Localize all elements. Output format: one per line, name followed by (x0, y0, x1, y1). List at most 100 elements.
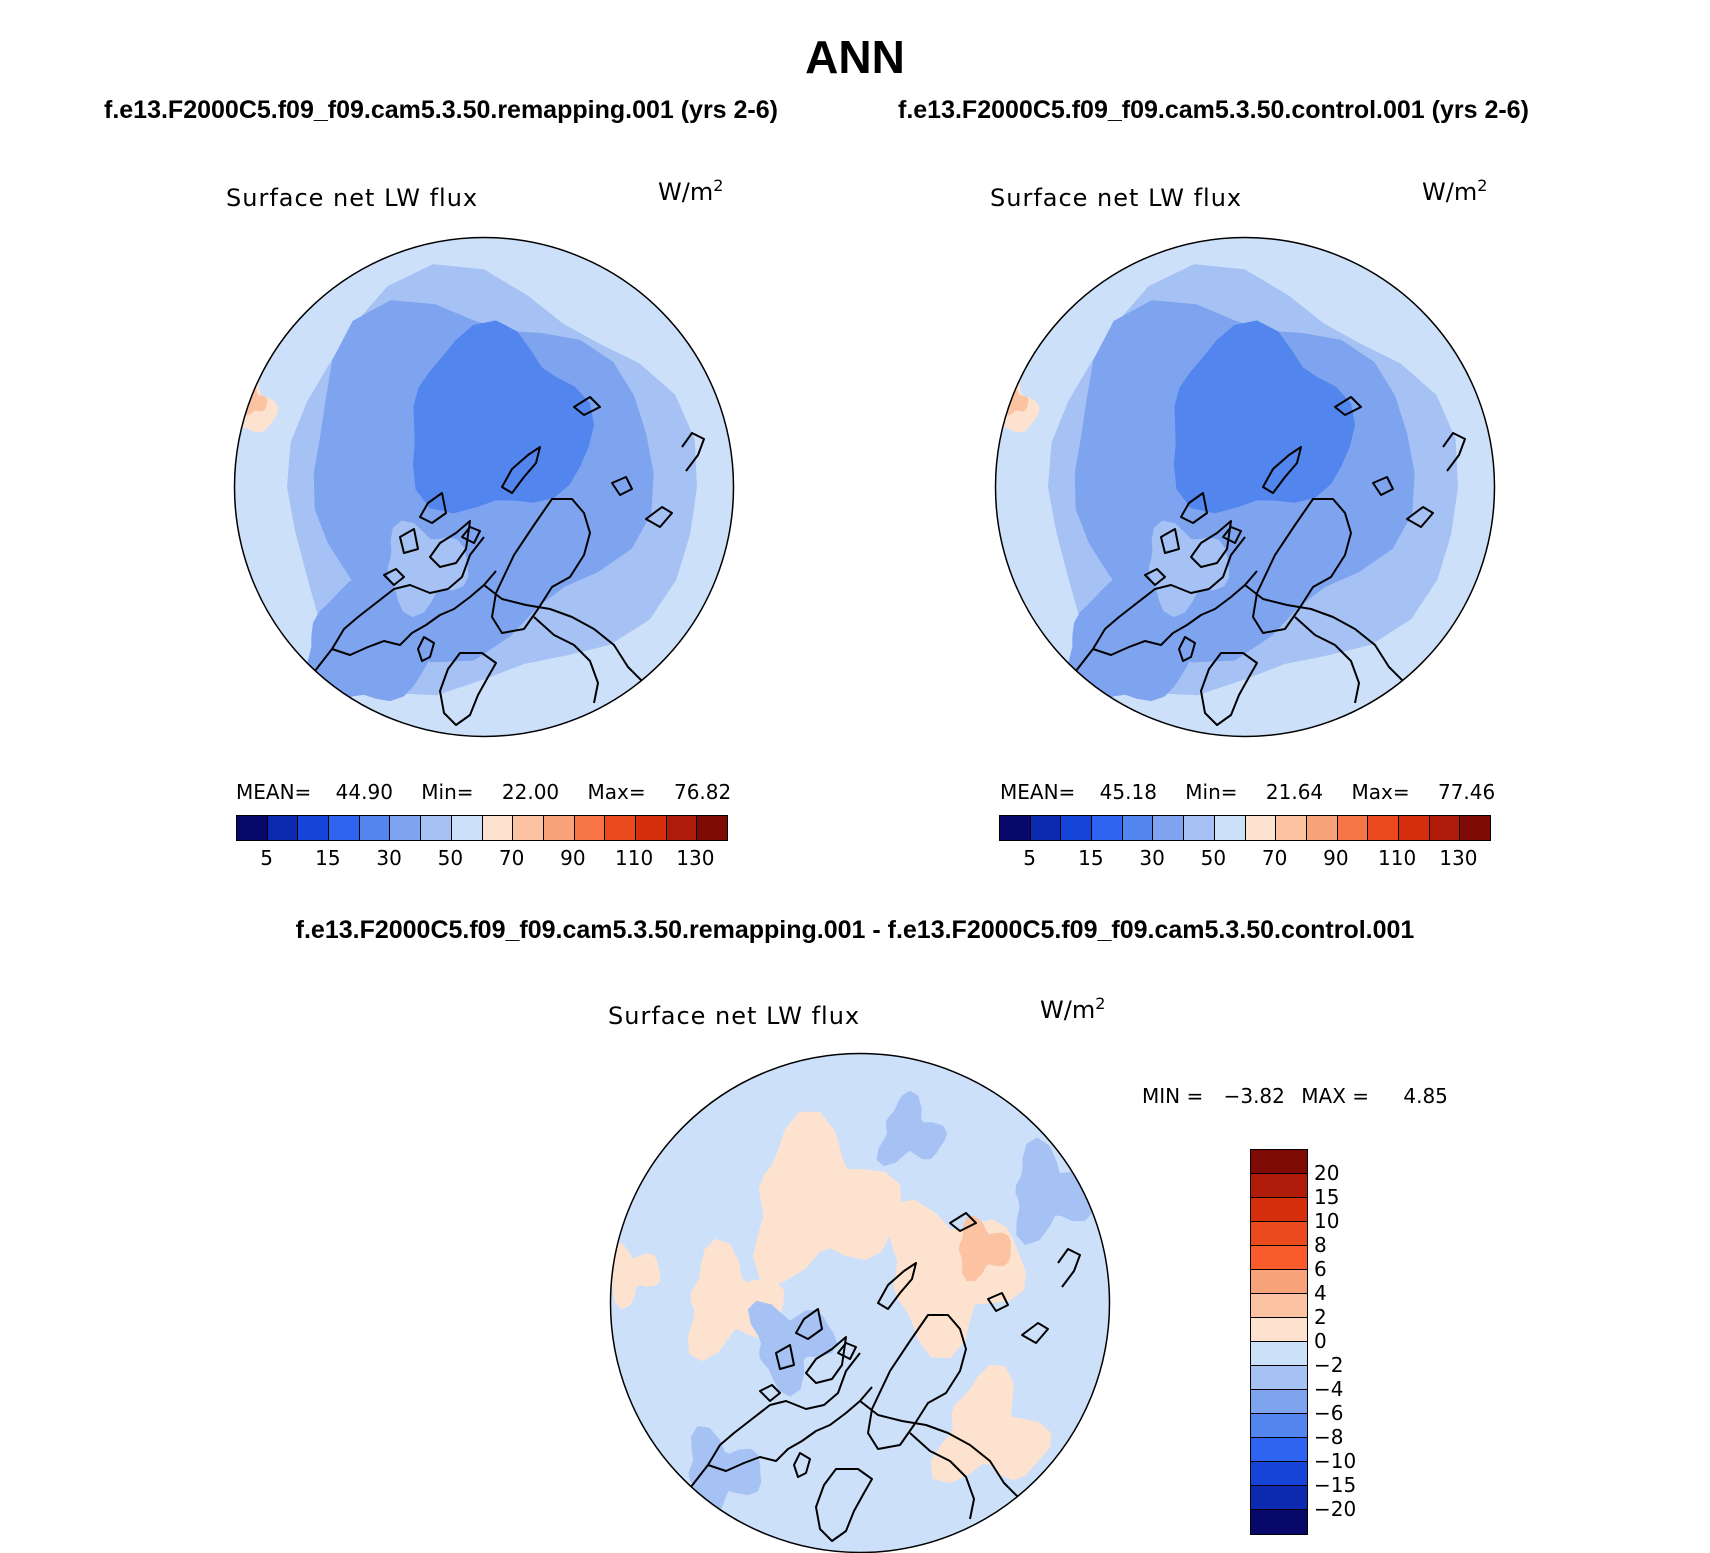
coastline (949, 1212, 977, 1232)
colorbar-swatch (1061, 816, 1093, 840)
colorbar-tick-label: 30 (376, 846, 402, 870)
coastline (681, 432, 705, 472)
left-max-value: 76.82 (673, 780, 732, 804)
field-pos-patch-4 (930, 1364, 1052, 1484)
colorbar-swatch (1251, 1510, 1307, 1534)
colorbar-tick-label: 20 (1314, 1161, 1340, 1185)
coastline (1021, 1322, 1049, 1344)
coastline (759, 1384, 781, 1402)
field-neg-patch-3 (876, 1090, 948, 1167)
left-stats: MEAN= 44.90 Min= 22.00 Max= 76.82 (236, 780, 731, 804)
diff-units: W/m2 (1040, 994, 1106, 1024)
coastline (679, 1500, 689, 1544)
colorbar-tick-label: −6 (1314, 1401, 1344, 1425)
field-pacific-patch (1065, 574, 1193, 703)
right-max-label: Max= (1351, 780, 1410, 804)
right-colorbar (999, 815, 1491, 841)
coastline (1057, 1248, 1081, 1288)
colorbar-swatch (329, 816, 360, 840)
colorbar-swatch (605, 816, 636, 840)
colorbar-swatch (390, 816, 422, 840)
colorbar-swatch (1030, 816, 1062, 840)
coastline (303, 684, 313, 728)
colorbar-tick-label: 10 (1314, 1209, 1340, 1233)
coastline (1222, 526, 1242, 544)
right-mean-value: 45.18 (1099, 780, 1157, 804)
colorbar-tick-label: 30 (1139, 846, 1165, 870)
colorbar-swatch (1306, 816, 1338, 840)
colorbar-tick-label: 15 (1078, 846, 1104, 870)
colorbar-tick-label: 6 (1314, 1257, 1327, 1281)
colorbar-tick-label: −20 (1314, 1497, 1357, 1521)
diff-polar-map (609, 1052, 1111, 1553)
coastline (1160, 528, 1180, 554)
coastline (419, 492, 447, 524)
colorbar-tick-label: 110 (615, 846, 654, 870)
colorbar-tick-label: 5 (1023, 846, 1036, 870)
colorbar-tick-label: −15 (1314, 1473, 1357, 1497)
colorbar-tick-label: 2 (1314, 1305, 1327, 1329)
field-greenland-patch (1148, 520, 1230, 618)
colorbar-swatch (1251, 1342, 1307, 1366)
field-neg-patch-4 (688, 1426, 762, 1522)
colorbar-swatch (1251, 1222, 1307, 1246)
coastline (483, 584, 645, 684)
colorbar-swatch (1251, 1318, 1307, 1342)
colorbar-swatch (1251, 1414, 1307, 1438)
field-pos-patch-1 (753, 1111, 902, 1284)
colorbar-swatch (1398, 816, 1430, 840)
coastline (491, 498, 591, 634)
colorbar-swatch (1251, 1150, 1307, 1174)
colorbar-tick-label: 70 (498, 846, 525, 870)
coastline (837, 1342, 857, 1360)
coastline (795, 1308, 823, 1340)
colorbar-swatch (1153, 816, 1185, 840)
colorbar-tick-label: 90 (560, 846, 586, 870)
colorbar-tick-label: 110 (1378, 846, 1417, 870)
coastline (909, 1432, 975, 1520)
coastline (1200, 652, 1258, 726)
coastline (611, 476, 633, 496)
colorbar-swatch (543, 816, 575, 840)
colorbar-swatch (1092, 816, 1123, 840)
colorbar-swatch (421, 816, 452, 840)
coastline (1442, 432, 1466, 472)
left-colorbar-ticks: 5 15 30 50 70 90 110 130 (236, 846, 726, 872)
colorbar-swatch (1251, 1390, 1307, 1414)
colorbar-swatch (1276, 816, 1307, 840)
right-min-value: 21.64 (1265, 780, 1324, 804)
colorbar-swatch (359, 816, 391, 840)
diff-colorbar-ticks: 20 15 10 8 6 4 2 0 −2 −4 −6 −8 −10 −15 −20 (1314, 1149, 1374, 1535)
colorbar-tick-label: 130 (1439, 846, 1478, 870)
coastline (1252, 498, 1352, 634)
figure-title: ANN (805, 31, 905, 83)
field-arctic-core (1173, 320, 1356, 514)
coastline (429, 520, 471, 568)
field-neg-patch-1 (1015, 1137, 1097, 1245)
diff-min-label: MIN = (1142, 1084, 1204, 1108)
colorbar-swatch (1000, 816, 1031, 840)
colorbar-swatch (1460, 816, 1490, 840)
colorbar-tick-label: 50 (437, 846, 464, 870)
colorbar-swatch (237, 816, 268, 840)
left-polar-map (233, 236, 735, 738)
coastline (815, 1468, 873, 1542)
colorbar-tick-label: −4 (1314, 1377, 1344, 1401)
colorbar-swatch (482, 816, 514, 840)
right-stats: MEAN= 45.18 Min= 21.64 Max= 77.46 (1000, 780, 1495, 804)
left-mean-label: MEAN= (236, 780, 312, 804)
coastline (1406, 506, 1434, 528)
colorbar-swatch (1251, 1438, 1307, 1462)
coastline (1294, 616, 1360, 704)
coastline (645, 506, 673, 528)
colorbar-swatch (1251, 1270, 1307, 1294)
colorbar-tick-label: 8 (1314, 1233, 1327, 1257)
colorbar-swatch (1214, 816, 1246, 840)
case2-title: f.e13.F2000C5.f09_f09.cam5.3.50.control.… (898, 96, 1529, 124)
colorbar-tick-label: 4 (1314, 1281, 1327, 1305)
coastline (1180, 492, 1208, 524)
field-neg-patch-2 (747, 1300, 838, 1397)
colorbar-swatch (1368, 816, 1399, 840)
field-pos-patch-5 (610, 1239, 661, 1310)
colorbar-swatch (1184, 816, 1215, 840)
